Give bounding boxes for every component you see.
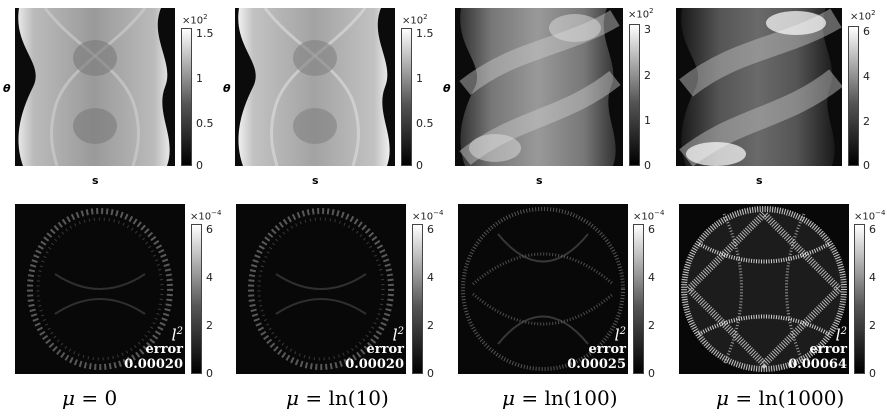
- colorbar: [633, 224, 644, 374]
- colorbar-tick: 6: [427, 223, 434, 236]
- colorbar-tick: 0: [863, 159, 870, 172]
- colorbar-tick: 0: [869, 367, 876, 380]
- colorbar-tick: 0: [416, 159, 423, 172]
- colorbar-tick: 1: [196, 72, 203, 85]
- colorbar-tick: 4: [863, 70, 870, 83]
- error-value: 0.00020: [345, 357, 404, 372]
- x-axis-label: s: [756, 174, 763, 187]
- colorbar-tick: 0: [648, 367, 655, 380]
- y-axis-label: θ: [223, 82, 231, 95]
- error-value: 0.00064: [788, 357, 847, 372]
- colorbar-tick: 0: [644, 159, 651, 172]
- colorbar-tick: 0.5: [416, 117, 434, 130]
- colorbar-scale: ×10−4: [190, 209, 222, 223]
- colorbar-tick: 6: [869, 223, 876, 236]
- mu-caption: μ = 0: [62, 386, 118, 410]
- colorbar-tick: 6: [206, 223, 213, 236]
- error-annotation: l2 error 0.00025: [567, 325, 626, 372]
- error-annotation: l2 error 0.00020: [124, 325, 183, 372]
- x-axis-label: s: [312, 174, 319, 187]
- x-axis-label: s: [92, 174, 99, 187]
- colorbar-tick: 4: [427, 271, 434, 284]
- x-axis-label: s: [536, 174, 543, 187]
- error-annotation: l2 error 0.00020: [345, 325, 404, 372]
- mu-caption: μ = ln(1000): [716, 386, 845, 410]
- error-value: 0.00020: [124, 357, 183, 372]
- colorbar-tick: 6: [648, 223, 655, 236]
- colorbar: [401, 28, 412, 166]
- colorbar-scale: ×10−4: [633, 209, 665, 223]
- colorbar-tick: 4: [869, 271, 876, 284]
- colorbar-tick: 2: [648, 319, 655, 332]
- colorbar-tick: 4: [648, 271, 655, 284]
- colorbar-tick: 0: [196, 159, 203, 172]
- mu-caption: μ = ln(10): [286, 386, 389, 410]
- colorbar-tick: 1: [416, 72, 423, 85]
- sinogram-image: [235, 8, 395, 166]
- colorbar-tick: 1.5: [196, 27, 214, 40]
- error-image: l2 error 0.00020: [15, 204, 185, 374]
- colorbar-scale: ×102: [850, 9, 876, 23]
- colorbar-tick: 2: [869, 319, 876, 332]
- colorbar-tick: 2: [206, 319, 213, 332]
- colorbar-scale: ×10−4: [412, 209, 444, 223]
- sinogram-image: [676, 8, 842, 166]
- error-image: l2 error 0.00020: [236, 204, 406, 374]
- colorbar: [854, 224, 865, 374]
- colorbar-tick: 0.5: [196, 117, 214, 130]
- error-image: l2 error 0.00025: [458, 204, 628, 374]
- y-axis-label: θ: [3, 82, 11, 95]
- colorbar-tick: 0: [427, 367, 434, 380]
- colorbar-tick: 2: [644, 69, 651, 82]
- colorbar-tick: 6: [863, 25, 870, 38]
- colorbar-tick: 2: [427, 319, 434, 332]
- colorbar-scale: ×102: [628, 7, 654, 21]
- colorbar: [181, 28, 192, 166]
- sinogram-image: [455, 8, 623, 166]
- colorbar: [412, 224, 423, 374]
- colorbar-scale: ×102: [402, 13, 428, 27]
- error-value: 0.00025: [567, 357, 626, 372]
- sinogram-image: [15, 8, 175, 166]
- colorbar-tick: 0: [206, 367, 213, 380]
- colorbar-tick: 1: [644, 114, 651, 127]
- colorbar-scale: ×10−4: [854, 209, 886, 223]
- colorbar-tick: 1.5: [416, 27, 434, 40]
- error-annotation: l2 error 0.00064: [788, 325, 847, 372]
- mu-caption: μ = ln(100): [502, 386, 618, 410]
- colorbar: [848, 26, 859, 166]
- colorbar-tick: 4: [206, 271, 213, 284]
- colorbar-tick: 2: [863, 115, 870, 128]
- error-image: l2 error 0.00064: [679, 204, 849, 374]
- y-axis-label: θ: [443, 82, 451, 95]
- colorbar-tick: 3: [644, 23, 651, 36]
- colorbar-scale: ×102: [182, 13, 208, 27]
- colorbar: [629, 24, 640, 166]
- colorbar: [191, 224, 202, 374]
